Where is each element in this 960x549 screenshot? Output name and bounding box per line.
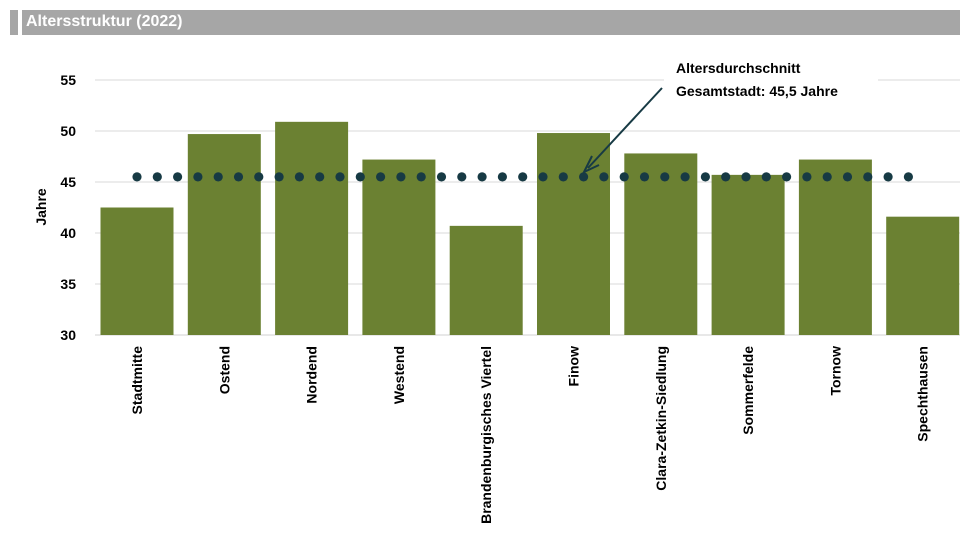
reference-dot xyxy=(396,172,406,182)
x-category-label: Tornow xyxy=(827,346,843,396)
x-category-label: Brandenburgisches Viertel xyxy=(478,346,494,524)
reference-dot xyxy=(132,172,142,182)
reference-dot xyxy=(619,172,629,182)
x-category-label: Westend xyxy=(391,346,407,404)
reference-dot xyxy=(558,172,568,182)
annotation-line-1: Altersdurchschnitt xyxy=(676,60,801,76)
y-tick-label: 30 xyxy=(60,327,76,343)
reference-dot xyxy=(376,172,386,182)
reference-dot xyxy=(903,172,914,182)
reference-dot xyxy=(700,172,711,182)
y-tick-label: 50 xyxy=(60,123,76,139)
bar xyxy=(537,133,610,335)
bar xyxy=(711,174,785,335)
x-category-label: Sommerfelde xyxy=(740,346,756,435)
reference-dot xyxy=(721,172,731,182)
reference-dot xyxy=(538,172,548,182)
bar xyxy=(100,207,174,335)
y-axis-title: Jahre xyxy=(33,188,49,226)
reference-dot xyxy=(477,172,487,182)
annotation-box xyxy=(664,52,878,104)
reference-dot xyxy=(639,172,650,182)
reference-dot xyxy=(416,172,426,182)
reference-dot xyxy=(761,172,771,182)
y-tick-label: 35 xyxy=(60,276,76,292)
x-category-label: Finow xyxy=(566,346,582,387)
reference-dot xyxy=(579,172,589,182)
bar xyxy=(798,159,872,335)
reference-dot xyxy=(173,172,183,182)
y-tick-label: 55 xyxy=(60,72,76,88)
reference-dot xyxy=(842,172,853,182)
annotation-arrow-head xyxy=(581,155,600,175)
reference-dot xyxy=(680,172,690,182)
reference-dot xyxy=(315,172,325,182)
reference-dot xyxy=(213,172,223,182)
reference-dot xyxy=(802,172,812,182)
title-bar: Altersstruktur (2022) xyxy=(0,10,960,35)
reference-dot xyxy=(660,172,670,182)
title-bar-stripe-inner xyxy=(10,10,18,35)
x-category-label: Nordend xyxy=(304,346,320,404)
reference-dot xyxy=(457,172,467,182)
bar xyxy=(187,134,261,335)
reference-dot xyxy=(497,172,507,182)
reference-dot xyxy=(254,172,264,182)
reference-dot xyxy=(335,172,345,182)
reference-dot xyxy=(436,172,447,182)
annotation-arrow-line xyxy=(587,87,663,169)
y-tick-label: 40 xyxy=(60,225,76,241)
reference-dot xyxy=(274,172,284,182)
bar xyxy=(624,153,698,335)
bar xyxy=(449,225,523,335)
reference-dot xyxy=(518,172,528,182)
reference-dot xyxy=(152,172,162,182)
y-tick-label: 45 xyxy=(60,174,76,190)
x-category-label: Clara-Zetkin-Siedlung xyxy=(653,346,669,491)
bar xyxy=(275,121,349,335)
x-category-label: Spechthausen xyxy=(915,346,931,442)
x-category-label: Stadtmitte xyxy=(129,346,145,415)
bar xyxy=(886,216,960,335)
reference-dot xyxy=(782,172,792,182)
chart-title: Altersstruktur (2022) xyxy=(26,13,183,30)
x-category-label: Ostend xyxy=(216,346,232,394)
reference-dot xyxy=(822,172,832,182)
reference-dot xyxy=(741,172,751,182)
reference-dot xyxy=(355,172,365,182)
reference-dot xyxy=(599,172,609,182)
reference-dot xyxy=(883,172,893,182)
reference-dot xyxy=(233,172,244,182)
reference-dot xyxy=(863,172,873,182)
reference-dot xyxy=(294,172,304,182)
reference-dot xyxy=(193,172,203,182)
annotation-line-2: Gesamtstadt: 45,5 Jahre xyxy=(676,83,838,99)
bar xyxy=(362,159,436,335)
